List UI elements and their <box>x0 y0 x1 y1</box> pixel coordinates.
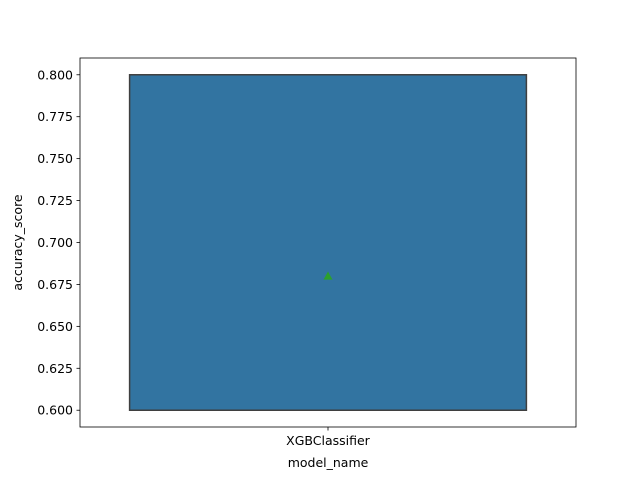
y-tick-label: 0.675 <box>37 277 73 292</box>
y-tick-label: 0.625 <box>37 361 73 376</box>
y-tick-label: 0.725 <box>37 193 73 208</box>
box-rect <box>128 74 528 411</box>
mean-marker <box>323 271 333 280</box>
y-tick-label: 0.600 <box>37 403 73 418</box>
y-tick-label: 0.775 <box>37 109 73 124</box>
y-tick-label: 0.800 <box>37 67 73 82</box>
x-axis-ticks: XGBClassifier <box>286 427 371 448</box>
boxes-layer <box>128 74 528 411</box>
y-axis-ticks: 0.600 0.625 0.650 0.675 0.700 0.725 0.750 0.775… <box>37 67 80 418</box>
x-tick-label: XGBClassifier <box>286 433 371 448</box>
x-axis-label: model_name <box>288 455 369 470</box>
y-tick-label: 0.750 <box>37 151 73 166</box>
y-tick-label: 0.700 <box>37 235 73 250</box>
y-tick-label: 0.650 <box>37 319 73 334</box>
y-axis-label: accuracy_score <box>10 194 25 291</box>
